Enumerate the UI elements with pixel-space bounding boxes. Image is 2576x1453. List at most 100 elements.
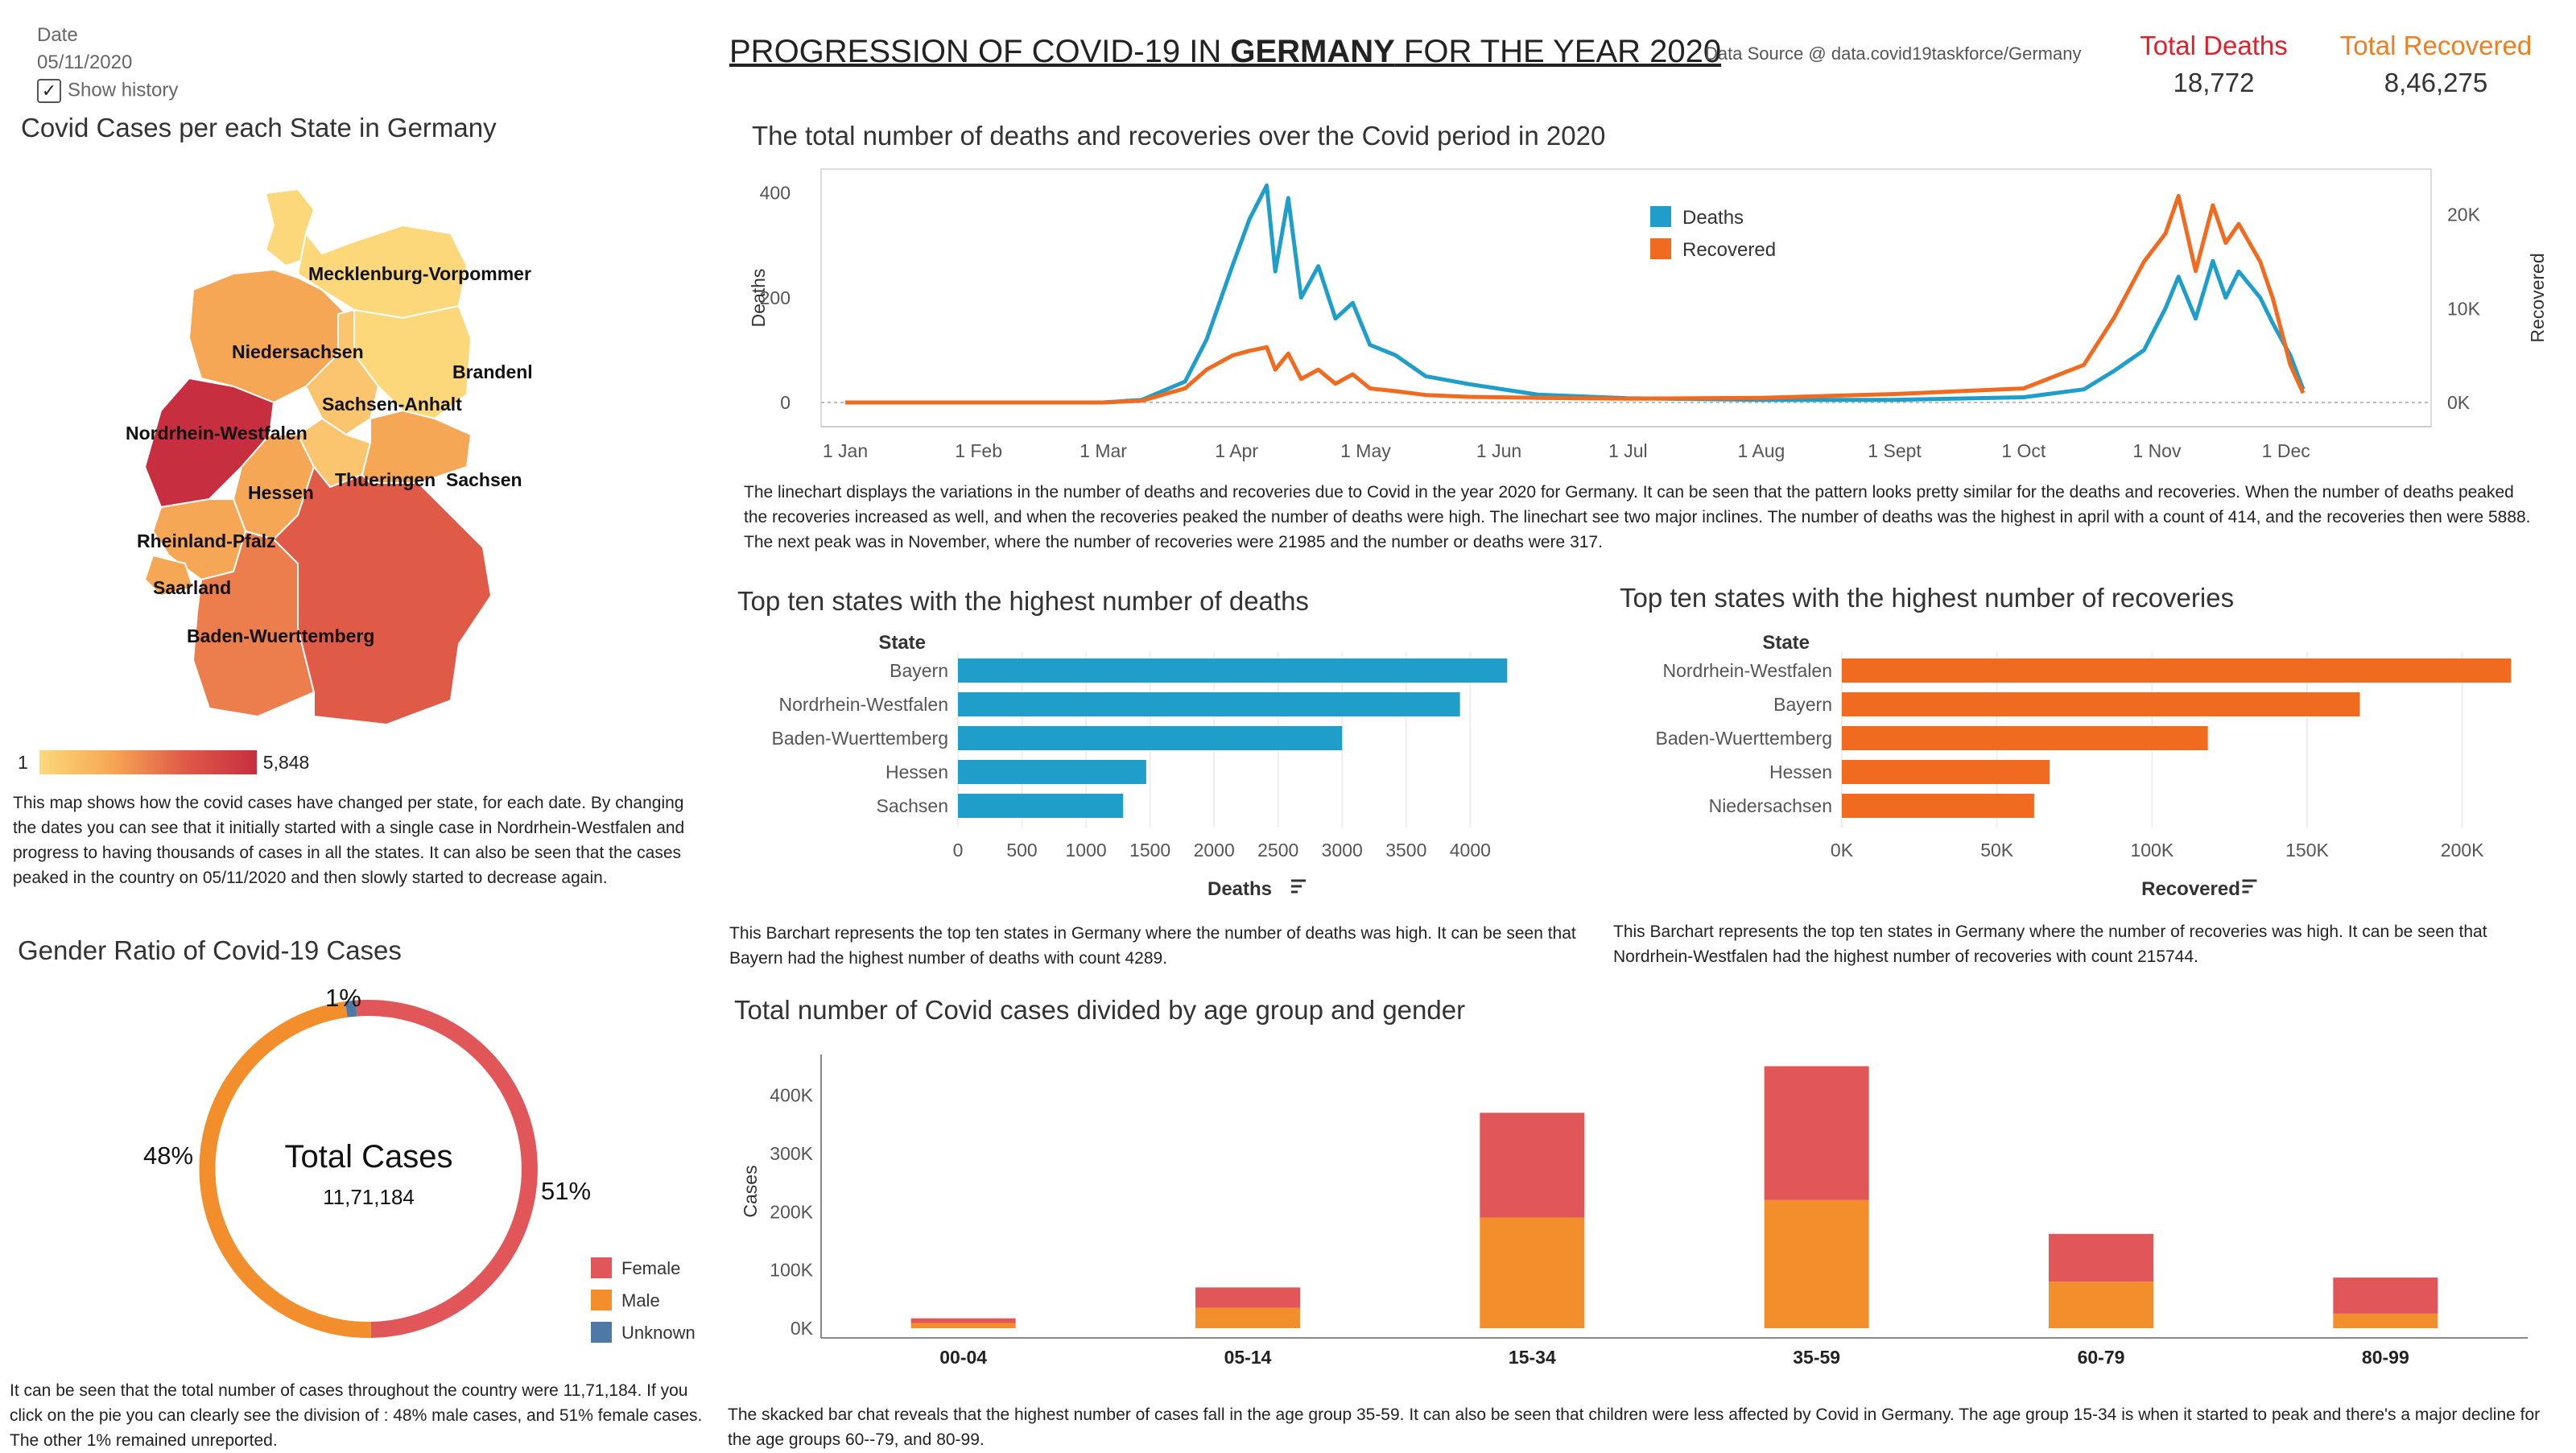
map-state-sachsen[interactable] [361, 409, 473, 484]
bar-x-tick: 3500 [1385, 840, 1426, 861]
map-legend-max: 5,848 [262, 751, 310, 773]
legend-deaths: Deaths [1682, 207, 1744, 229]
bar-category-label: Bayern [890, 660, 948, 681]
bar-y-axis-title: State [878, 632, 926, 654]
stack-bar-00-04-male[interactable] [910, 1323, 1016, 1328]
line-y2-axis-title: Recovered [2527, 253, 2548, 342]
bar-x-tick: 500 [1006, 840, 1037, 861]
stack-bar-05-14-female[interactable] [1195, 1287, 1300, 1308]
map-label-sachsen-anhalt: Sachsen-Anhalt [322, 394, 462, 415]
map-label-nrw: Nordrhein-Westfalen [126, 423, 308, 444]
line-plot-border [820, 168, 2432, 427]
legend-recovered: Recovered [1682, 239, 1776, 261]
total-deaths-value: 18,772 [2173, 68, 2255, 97]
bar-category-label: Sachsen [876, 795, 948, 816]
stack-x-tick: 00-04 [939, 1347, 987, 1368]
stack-title: Total number of Covid cases divided by a… [734, 995, 1466, 1025]
line-x-tick: 1 Oct [2001, 440, 2046, 461]
date-filter[interactable]: Date 05/11/2020 ✓ Show history [37, 24, 311, 103]
stack-bar-80-99-female[interactable] [2333, 1278, 2438, 1314]
donut-slice-male[interactable] [199, 1001, 371, 1339]
line-x-tick: 1 Jun [1476, 440, 1521, 461]
deaths-bar-chart[interactable]: State 0 500 1000 1500 2000 2500 3000 3500 4000 Bay… [733, 628, 1610, 918]
bar-niedersachsen[interactable] [1842, 794, 2034, 818]
total-recovered-kpi: Total Recovered 8,46,275 [2331, 31, 2541, 98]
show-history-toggle[interactable]: ✓ Show history [37, 79, 311, 103]
bar-nordrhein-westfalen[interactable] [958, 692, 1460, 716]
recovered-bar-title: Top ten states with the highest number o… [1620, 583, 2235, 613]
stack-x-tick: 80-99 [2362, 1347, 2409, 1368]
stack-bar-35-59-female[interactable] [1764, 1066, 1869, 1200]
age-gender-stacked-bar-chart[interactable]: Cases 0K 100K 200K 300K 400K 00-04 05-14 15-34 35… [733, 1038, 2560, 1401]
bar-x-tick: 100K [2130, 840, 2174, 861]
check-icon[interactable]: ✓ [37, 79, 61, 103]
bar-hessen[interactable] [1842, 760, 2050, 784]
line-x-tick: 1 Jan [823, 440, 868, 461]
donut-slice-female[interactable] [355, 1000, 538, 1338]
recovered-bar-chart[interactable]: State 0K 50K 100K 150K 200K Nordrhein-Westfale… [1618, 628, 2568, 918]
bar-x-tick: 1000 [1066, 840, 1107, 861]
germany-map[interactable]: Mecklenburg-Vorpommern Niedersachsen Bra… [113, 177, 531, 741]
bar-category-label: Nordrhein-Westfalen [1662, 660, 1832, 681]
legend-female: Female [621, 1258, 680, 1278]
line-x-tick: 1 Aug [1738, 440, 1785, 461]
bar-category-label: Bayern [1773, 694, 1832, 715]
map-legend: 1 5,848 [18, 750, 309, 774]
map-label-mv: Mecklenburg-Vorpommern [308, 263, 531, 284]
stack-bar-60-79-female[interactable] [2049, 1233, 2153, 1282]
date-filter-label: Date [37, 24, 78, 46]
stack-bar-05-14-male[interactable] [1195, 1307, 1300, 1328]
stack-bar-35-59-male[interactable] [1764, 1199, 1869, 1328]
bar-x-tick: 0K [1831, 840, 1854, 861]
deaths-recovered-line-chart[interactable]: Deaths Recovered 0 200 400 0K 10K 20K 1 Jan 1 F… [733, 161, 2568, 483]
line-description: The linechart displays the variations in… [744, 483, 2531, 551]
line-x-tick: 1 Jul [1608, 440, 1648, 461]
date-filter-value[interactable]: 05/11/2020 [37, 52, 133, 73]
line-chart-title: The total number of deaths and recoverie… [752, 121, 1606, 151]
stack-bar-15-34-male[interactable] [1480, 1217, 1585, 1328]
dashboard-title: PROGRESSION OF COVID-19 IN GERMANY FOR T… [729, 34, 1721, 70]
map-state-sachsen-anhalt[interactable] [304, 308, 380, 436]
bar-x-tick: 1500 [1129, 840, 1170, 861]
total-recovered-label: Total Recovered [2339, 31, 2533, 60]
map-state-bayern[interactable] [272, 464, 493, 726]
stack-bar-00-04-female[interactable] [910, 1318, 1016, 1323]
map-label-saarland: Saarland [153, 577, 231, 598]
bar-bayern[interactable] [1842, 692, 2360, 716]
bar-x-tick: 0 [953, 840, 964, 861]
sort-icon [1291, 879, 1306, 894]
stack-y-tick: 200K [770, 1201, 813, 1222]
line-x-tick: 1 Dec [2262, 440, 2310, 461]
line-series-deaths [845, 183, 2306, 405]
line-y-axis-title: Deaths [748, 269, 769, 328]
bar-hessen[interactable] [958, 760, 1146, 784]
map-title: Covid Cases per each State in Germany [21, 113, 497, 142]
map-label-sachsen: Sachsen [446, 469, 522, 490]
bar-baden-wuerttemberg[interactable] [958, 726, 1343, 750]
bar-baden-wuerttemberg[interactable] [1842, 726, 2208, 750]
bar-bayern[interactable] [958, 658, 1508, 683]
stack-y-tick: 100K [770, 1260, 813, 1281]
stack-bar-60-79-male[interactable] [2049, 1282, 2153, 1328]
title-bold: GERMANY [1230, 34, 1395, 69]
total-recovered-value: 8,46,275 [2384, 68, 2488, 97]
bar-nordrhein-westfalen[interactable] [1842, 658, 2512, 683]
stack-x-tick: 05-14 [1224, 1347, 1272, 1368]
bar-category-label: Nordrhein-Westfalen [778, 694, 948, 715]
map-state-saarland[interactable] [143, 554, 195, 597]
stack-y-axis-title: Cases [740, 1165, 761, 1217]
line-y2-tick: 20K [2447, 204, 2481, 225]
stack-bar-15-34-female[interactable] [1480, 1112, 1585, 1218]
legend-swatch-female [591, 1257, 612, 1278]
legend-swatch-unknown [591, 1322, 612, 1343]
stack-y-tick: 300K [770, 1143, 813, 1164]
gender-donut-chart[interactable]: Total Cases 11,71,184 48% 51% 1% Female … [129, 982, 741, 1352]
bar-category-label: Niedersachsen [1709, 795, 1832, 816]
total-deaths-kpi: Total Deaths 18,772 [2125, 31, 2302, 98]
stack-bar-80-99-male[interactable] [2333, 1313, 2438, 1328]
bar-x-tick: 2000 [1194, 840, 1235, 861]
bar-sachsen[interactable] [958, 794, 1124, 818]
legend-swatch-male [591, 1290, 612, 1311]
slice-label-female: 51% [541, 1177, 591, 1205]
line-x-tick: 1 Apr [1215, 440, 1258, 461]
